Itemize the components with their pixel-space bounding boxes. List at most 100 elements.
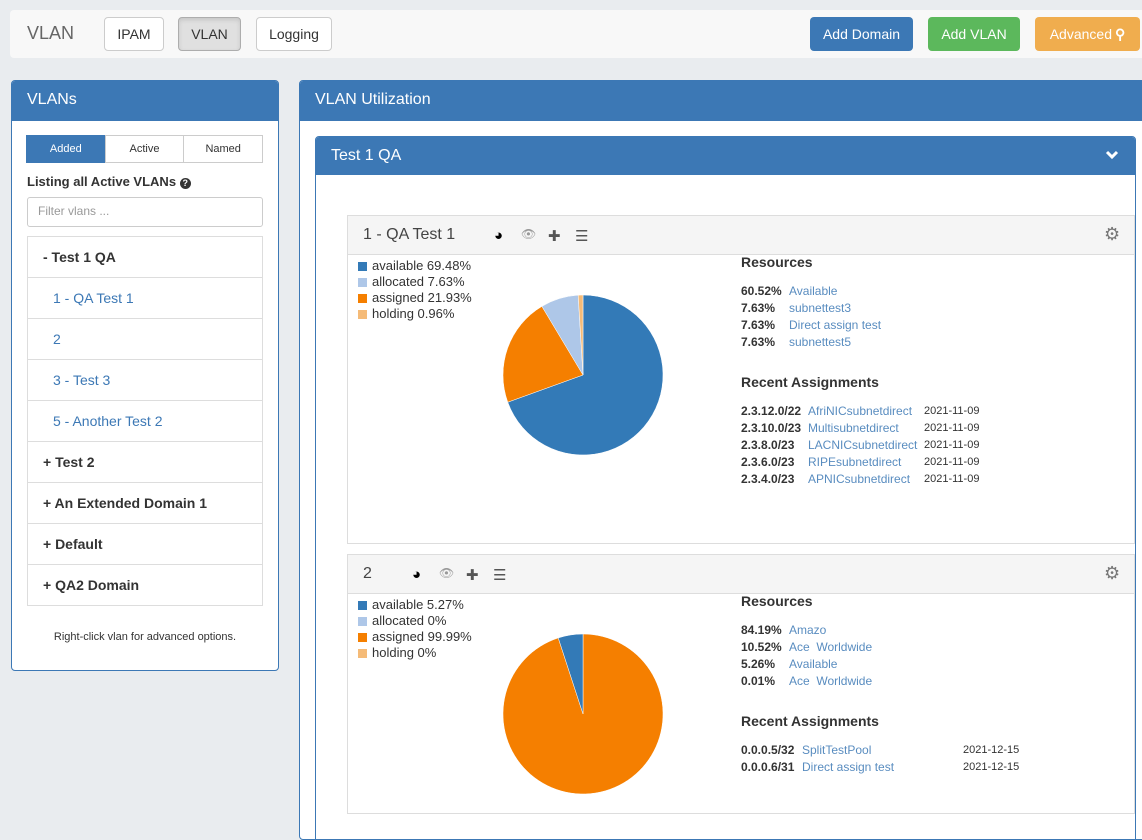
legend-item: available 69.48%	[358, 258, 472, 274]
pie-slice-holding[interactable]	[577, 294, 584, 376]
card-title[interactable]: 1 - QA Test 1	[363, 226, 456, 243]
pie-chart	[502, 294, 664, 456]
assignment-link[interactable]: SplitTestPool	[802, 743, 872, 757]
gear-icon[interactable]: ⚙	[1104, 224, 1121, 244]
resource-link[interactable]: Direct assign test	[789, 318, 882, 332]
filter-vlans-input[interactable]: Filter vlans ...	[27, 197, 263, 227]
pie-slice-assigned[interactable]	[502, 306, 584, 403]
assignment-subnet: 0.0.0.5/32	[741, 743, 795, 757]
vlans-panel: VLANs Added Active Named Listing all Act…	[11, 80, 279, 671]
domain-item[interactable]: + Default	[27, 523, 263, 565]
resource-link[interactable]: subnettest3	[789, 301, 852, 315]
resource-percent: 7.63%	[741, 335, 776, 349]
assignment-link[interactable]: LACNICsubnetdirect	[808, 438, 918, 452]
hint-text: Right-click vlan for advanced options.	[53, 631, 237, 643]
resource-row: 5.26% Available	[741, 656, 1019, 673]
assignment-subnet: 0.0.0.6/31	[741, 760, 795, 774]
resource-percent: 60.52%	[741, 284, 782, 298]
tab-ipam[interactable]: IPAM	[104, 17, 164, 51]
resource-percent: 5.26%	[741, 657, 776, 671]
resource-link[interactable]: Amazo	[789, 623, 827, 637]
add-domain-button[interactable]: Add Domain	[810, 17, 913, 51]
domain-item[interactable]: - Test 1 QA	[27, 236, 263, 278]
advanced-button[interactable]: Advanced ⚲	[1035, 17, 1140, 51]
assignment-link[interactable]: Multisubnetdirect	[808, 421, 899, 435]
vlan-item[interactable]: 1 - QA Test 1	[27, 277, 263, 319]
vlan-item[interactable]: 5 - Another Test 2	[27, 400, 263, 442]
legend-label: holding 0.96%	[372, 306, 455, 321]
pie-chart	[502, 633, 664, 795]
assignments-title: Recent Assignments	[741, 374, 879, 390]
assignment-date: 2021-11-09	[924, 422, 980, 434]
chart-legend: available 5.27% allocated 0% assigned 99.9…	[358, 597, 472, 661]
resources-section: Resources 60.52% Available 7.63% subnettest3…	[741, 254, 979, 488]
assignment-row: 0.0.0.6/31 Direct assign test 2021-12-15	[741, 759, 1019, 776]
resource-percent: 7.63%	[741, 301, 776, 315]
vlan-item[interactable]: 3 - Test 3	[27, 359, 263, 401]
resource-percent: 7.63%	[741, 318, 776, 332]
chart-legend: available 69.48% allocated 7.63% assigned …	[358, 258, 472, 322]
vlans-panel-title: VLANs	[12, 81, 278, 121]
domain-item[interactable]: + Test 2	[27, 441, 263, 483]
gear-icon[interactable]: ⚙	[1104, 563, 1121, 583]
filter-named[interactable]: Named	[183, 135, 264, 163]
resource-link[interactable]: Available	[789, 284, 838, 298]
resource-link[interactable]: Ace Worldwide	[789, 674, 873, 688]
vlan-card: 2 ◕ 👁 ✚ ☰ ⚙ available 5.27% allocated 0% assigne…	[347, 554, 1135, 814]
pie-slice-available[interactable]	[557, 633, 584, 715]
legend-label: available 5.27%	[372, 597, 464, 612]
resources-section: Resources 84.19% Amazo 10.52% Ace Worldwide 5…	[741, 593, 1019, 776]
filter-added[interactable]: Added	[26, 135, 106, 163]
plus-icon[interactable]: ✚	[466, 567, 479, 584]
domain-item[interactable]: + QA2 Domain	[27, 564, 263, 606]
add-vlan-button[interactable]: Add VLAN	[928, 17, 1020, 51]
assignment-link[interactable]: RIPEsubnetdirect	[808, 455, 902, 469]
eye-icon[interactable]: 👁	[439, 566, 455, 580]
filter-tabs: Added Active Named	[26, 135, 264, 163]
resource-link[interactable]: subnettest5	[789, 335, 852, 349]
resource-row: 60.52% Available	[741, 283, 979, 300]
menu-icon[interactable]: ☰	[575, 228, 589, 245]
assignment-date: 2021-11-09	[924, 456, 980, 468]
menu-icon[interactable]: ☰	[493, 567, 507, 584]
assignment-link[interactable]: AfriNICsubnetdirect	[808, 404, 913, 418]
assignment-link[interactable]: APNICsubnetdirect	[808, 472, 911, 486]
pie-chart-icon[interactable]: ◕	[494, 227, 504, 244]
tab-logging[interactable]: Logging	[256, 17, 332, 51]
pie-slice-available[interactable]	[507, 294, 664, 456]
card-title[interactable]: 2	[363, 565, 372, 582]
legend-label: allocated 7.63%	[372, 274, 465, 289]
resource-row: 7.63% subnettest3	[741, 300, 979, 317]
resource-link[interactable]: Ace Worldwide	[789, 640, 873, 654]
tab-vlan[interactable]: VLAN	[178, 17, 241, 51]
resource-row: 7.63% Direct assign test	[741, 317, 979, 334]
domain-item[interactable]: + An Extended Domain 1	[27, 482, 263, 524]
legend-label: holding 0%	[372, 645, 437, 660]
resource-row: 84.19% Amazo	[741, 622, 1019, 639]
chevron-down-icon[interactable]	[1105, 150, 1119, 160]
domain-header[interactable]: Test 1 QA	[316, 137, 1135, 175]
assignment-subnet: 2.3.4.0/23	[741, 472, 795, 486]
legend-swatch-allocated	[358, 277, 367, 287]
search-icon: ⚲	[1115, 25, 1126, 42]
vlan-item[interactable]: 2	[27, 318, 263, 360]
legend-swatch-available	[358, 261, 367, 271]
resource-link[interactable]: Available	[789, 657, 838, 671]
resources-title: Resources	[741, 593, 813, 609]
resource-row: 7.63% subnettest5	[741, 334, 979, 351]
filter-active[interactable]: Active	[104, 135, 185, 163]
assignment-link[interactable]: Direct assign test	[802, 760, 895, 774]
legend-item: holding 0.96%	[358, 306, 472, 322]
pie-chart-icon[interactable]: ◕	[412, 566, 422, 583]
resources-title: Resources	[741, 254, 813, 270]
help-icon[interactable]: ?	[179, 178, 191, 189]
listing-text: Listing all Active VLANs	[27, 174, 177, 189]
brand: VLAN	[27, 23, 75, 43]
legend-label: assigned 99.99%	[372, 629, 472, 644]
plus-icon[interactable]: ✚	[548, 228, 561, 245]
eye-icon[interactable]: 👁	[521, 227, 537, 241]
utilization-title: VLAN Utilization	[300, 81, 1142, 121]
legend-swatch-holding	[358, 648, 367, 658]
listing-label: Listing all Active VLANs ?	[27, 174, 191, 189]
assignment-date: 2021-11-09	[924, 473, 980, 485]
